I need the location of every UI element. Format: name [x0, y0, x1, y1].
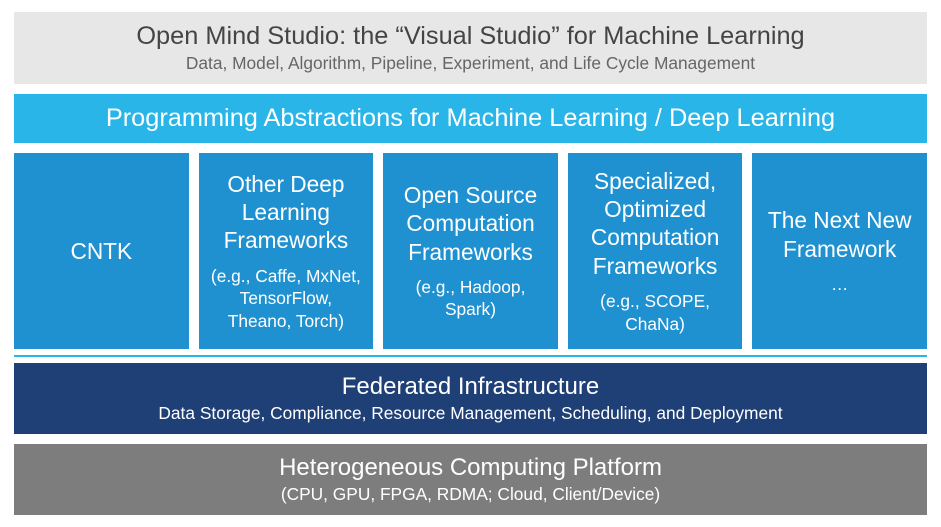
framework-card: Other Deep Learning Frameworks (e.g., Caf…	[199, 153, 374, 349]
framework-card-title: Open Source Computation Frameworks	[391, 181, 550, 266]
framework-card-subtitle: (e.g., Hadoop, Spark)	[391, 276, 550, 321]
framework-card-subtitle: …	[831, 273, 848, 296]
framework-card: Specialized, Optimized Computation Frame…	[568, 153, 743, 349]
layer-studio: Open Mind Studio: the “Visual Studio” fo…	[14, 12, 927, 84]
framework-card: CNTK	[14, 153, 189, 349]
framework-card-subtitle: (e.g., Caffe, MxNet, TensorFlow, Theano,…	[207, 265, 366, 333]
abstraction-title: Programming Abstractions for Machine Lea…	[106, 104, 835, 133]
frameworks-row: CNTK Other Deep Learning Frameworks (e.g.,…	[14, 153, 927, 349]
layer-abstraction: Programming Abstractions for Machine Lea…	[14, 94, 927, 143]
framework-card: Open Source Computation Frameworks (e.g.,…	[383, 153, 558, 349]
studio-title: Open Mind Studio: the “Visual Studio” fo…	[136, 22, 804, 51]
framework-card-subtitle: (e.g., SCOPE, ChaNa)	[576, 290, 735, 335]
framework-card: The Next New Framework …	[752, 153, 927, 349]
layer-platform: Heterogeneous Computing Platform (CPU, G…	[14, 444, 927, 515]
framework-card-title: Specialized, Optimized Computation Frame…	[576, 167, 735, 280]
framework-card-title: CNTK	[70, 237, 132, 265]
architecture-stack: Open Mind Studio: the “Visual Studio” fo…	[14, 12, 927, 515]
infrastructure-title: Federated Infrastructure	[342, 373, 599, 401]
platform-subtitle: (CPU, GPU, FPGA, RDMA; Cloud, Client/Dev…	[281, 484, 660, 505]
framework-card-title: The Next New Framework	[760, 206, 919, 263]
divider-line	[14, 355, 927, 357]
layer-infrastructure: Federated Infrastructure Data Storage, C…	[14, 363, 927, 434]
platform-title: Heterogeneous Computing Platform	[279, 454, 662, 482]
studio-subtitle: Data, Model, Algorithm, Pipeline, Experi…	[186, 53, 755, 74]
infrastructure-subtitle: Data Storage, Compliance, Resource Manag…	[158, 403, 782, 424]
framework-card-title: Other Deep Learning Frameworks	[207, 170, 366, 255]
